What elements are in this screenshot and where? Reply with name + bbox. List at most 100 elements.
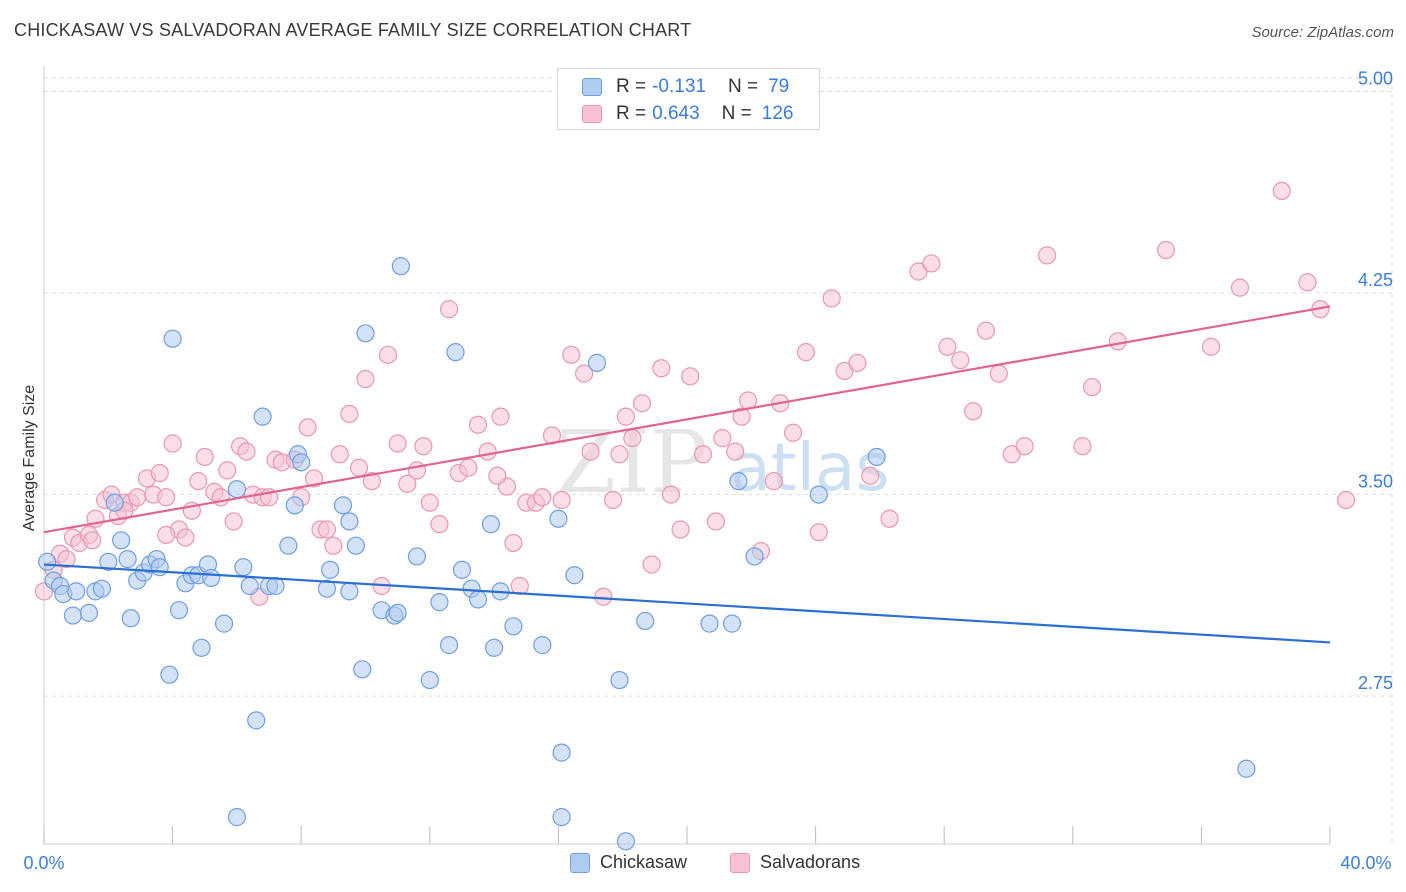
salvadoran-point	[922, 254, 941, 273]
salvadoran-point	[491, 407, 510, 426]
chickasaw-point	[240, 576, 259, 596]
chickasaw-point	[202, 568, 221, 588]
chickasaw-point	[150, 558, 169, 577]
chart-title: CHICKASAW VS SALVADORAN AVERAGE FAMILY S…	[14, 20, 692, 40]
legend-n-value: 79	[768, 76, 790, 97]
salvadoran-point	[706, 512, 726, 531]
chickasaw-point	[340, 512, 359, 531]
salvadoran-point	[693, 445, 713, 464]
chickasaw-point	[587, 353, 607, 372]
chickasaw-trend-line	[43, 563, 1331, 644]
chickasaw-point	[1237, 759, 1256, 778]
salvadoran-point	[218, 461, 237, 480]
chickasaw-point	[163, 329, 182, 348]
salvadoran-point	[623, 429, 642, 448]
legend-item-chickasaw[interactable]: Chickasaw	[570, 852, 687, 873]
chickasaw-point	[533, 636, 552, 655]
chickasaw-point	[700, 614, 719, 633]
salvadoran-point	[378, 345, 398, 364]
chickasaw-point	[169, 601, 189, 620]
salvadoran-point	[976, 321, 996, 340]
salvadoran-point	[652, 359, 671, 378]
chickasaw-point	[99, 552, 118, 571]
salvadoran-point	[594, 587, 613, 606]
legend-label-chickasaw: Chickasaw	[600, 852, 688, 872]
salvadoran-point	[1336, 490, 1356, 510]
salvadoran-point	[510, 576, 529, 596]
salvadoran-point	[398, 474, 417, 493]
salvadoran-point	[356, 369, 375, 389]
salvadoran-point	[1156, 240, 1176, 260]
legend-row-chickasaw: R = -0.131 N = 79	[582, 75, 789, 99]
salvadoran-point	[317, 520, 337, 539]
salvadoran-point	[330, 445, 349, 464]
salvadoran-point	[1015, 437, 1034, 456]
chickasaw-point	[346, 536, 365, 555]
legend-r-label: R =	[616, 103, 647, 124]
salvadoran-point	[57, 550, 76, 569]
salvadoran-point	[861, 466, 880, 485]
chickasaw-point	[227, 808, 246, 827]
salvadoran-point	[157, 488, 176, 507]
correlation-legend: R = -0.131 N = 79 R = 0.643 N = 126	[557, 68, 820, 130]
salvadoran-point	[732, 407, 751, 426]
salvadoran-point	[616, 407, 636, 426]
salvadoran-point	[909, 262, 928, 281]
legend-swatch-chickasaw	[570, 852, 590, 873]
salvadoran-point	[189, 472, 208, 491]
salvadoran-point	[603, 490, 623, 510]
chickasaw-point	[118, 550, 137, 569]
salvadoran-point	[83, 531, 102, 550]
salvadoran-point	[989, 364, 1008, 383]
chickasaw-point	[234, 558, 253, 577]
legend-swatch-salvadorans	[582, 105, 602, 123]
chickasaw-point	[340, 582, 359, 601]
salvadoran-point	[468, 415, 488, 434]
chickasaw-point	[430, 593, 449, 612]
salvadoran-point	[880, 509, 899, 528]
salvadoran-point	[581, 442, 600, 461]
chickasaw-point	[292, 453, 311, 472]
chart-source: Source: ZipAtlas.com	[1251, 24, 1394, 41]
trend-lines	[43, 305, 1331, 644]
salvadoran-point	[661, 485, 681, 504]
chickasaw-point	[388, 603, 407, 622]
salvadoran-point	[304, 469, 324, 488]
chickasaw-point	[439, 636, 459, 655]
chickasaw-point	[92, 579, 111, 598]
tick-labels: 2.75 3.50 4.25 5.00 0.0% 40.0%	[23, 68, 1393, 873]
salvadoran-point	[938, 337, 957, 356]
salvadoran-point	[835, 361, 854, 381]
salvadorans-points	[34, 181, 1356, 606]
chickasaw-point	[636, 611, 655, 631]
chickasaw-point	[321, 560, 340, 579]
salvadoran-point	[224, 512, 243, 531]
chickasaw-point	[446, 343, 465, 362]
chickasaw-point	[227, 480, 246, 499]
chickasaw-point	[420, 670, 439, 690]
salvadoran-point	[1298, 273, 1317, 292]
chickasaw-point	[266, 576, 285, 596]
salvadoran-point	[764, 472, 783, 491]
salvadoran-point	[533, 488, 552, 507]
chickasaw-point	[160, 665, 179, 684]
chickasaw-point	[253, 407, 272, 426]
legend-n-label: N =	[721, 103, 752, 124]
salvadoran-point	[478, 442, 497, 461]
legend-swatch-salvadorans	[730, 852, 750, 873]
salvadoran-point	[349, 458, 369, 477]
axis-layer	[43, 66, 1331, 845]
chickasaw-point	[722, 614, 742, 633]
salvadoran-point	[575, 364, 594, 383]
salvadoran-point	[237, 442, 256, 461]
salvadoran-point	[362, 472, 382, 491]
legend-item-salvadorans[interactable]: Salvadorans	[730, 852, 860, 873]
salvadoran-point	[552, 490, 571, 510]
salvadoran-point	[414, 437, 433, 456]
salvadoran-point	[796, 343, 816, 362]
salvadoran-point	[642, 555, 661, 574]
chickasaw-point	[391, 257, 410, 276]
chickasaw-point	[481, 515, 500, 534]
salvadoran-point	[430, 515, 449, 534]
chickasaw-point	[552, 743, 571, 762]
